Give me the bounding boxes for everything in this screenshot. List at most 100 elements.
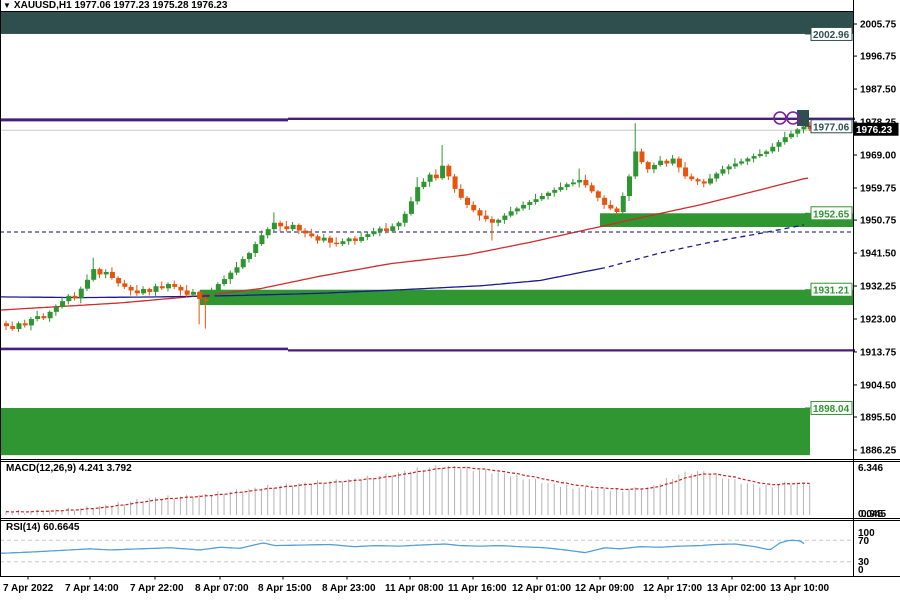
signal-circle-marker[interactable] xyxy=(773,111,787,125)
price-label-text: 2002.96 xyxy=(813,30,850,41)
candle-body xyxy=(147,289,153,292)
date-label: 12 Apr 01:00 xyxy=(512,583,572,594)
candle-body xyxy=(209,292,215,302)
candle-body xyxy=(788,133,794,138)
candle-body xyxy=(128,286,134,291)
candle-body xyxy=(408,201,414,214)
demand-zone-1898 xyxy=(0,407,810,456)
macd-scale-label: 0.045 xyxy=(858,509,883,520)
candle-body xyxy=(290,224,296,230)
rsi-scale-label: 30 xyxy=(858,557,870,568)
date-label: 7 Apr 2022 xyxy=(3,583,54,594)
candle-body xyxy=(664,160,670,164)
candle-body xyxy=(757,153,763,157)
price-axis: 2005.751996.751987.501978.251969.001959.… xyxy=(853,20,897,456)
candle-body xyxy=(222,279,228,285)
candle-body xyxy=(670,158,676,164)
macd-histogram xyxy=(5,465,811,515)
candle-body xyxy=(608,204,614,209)
candle-body xyxy=(570,182,576,185)
date-label: 7 Apr 22:00 xyxy=(130,583,184,594)
candle-body xyxy=(546,192,552,197)
candle-body xyxy=(595,191,601,198)
candle-body xyxy=(639,151,645,163)
candle-body xyxy=(695,179,701,182)
candle-body xyxy=(91,269,97,280)
candle-body xyxy=(377,228,383,232)
candle-body xyxy=(720,169,726,174)
candle-body xyxy=(41,316,47,319)
price-tick-label: 1923.00 xyxy=(860,314,897,325)
candle-body xyxy=(421,181,427,188)
candle-body xyxy=(514,208,520,212)
price-label-box xyxy=(810,119,853,134)
symbol-dropdown-icon[interactable]: ▼ xyxy=(3,1,11,10)
candle-body xyxy=(452,176,458,189)
candle-body xyxy=(365,234,371,237)
candle-body xyxy=(271,222,277,230)
candle-body xyxy=(496,219,502,223)
ma-red-line xyxy=(0,177,809,311)
candle-body xyxy=(259,235,265,245)
candle-body xyxy=(172,284,178,287)
price-tick-label: 1886.25 xyxy=(860,445,897,456)
price-tick-label: 1904.50 xyxy=(860,380,897,391)
price-label-text: 1977.06 xyxy=(813,122,850,133)
date-label: 7 Apr 14:00 xyxy=(65,583,119,594)
candle-body xyxy=(751,156,757,159)
candle-body xyxy=(533,199,539,203)
candle-body xyxy=(72,295,78,299)
selected-object-marker[interactable] xyxy=(797,110,809,126)
macd-scale-label: 0.945 xyxy=(861,509,886,520)
candle-body xyxy=(327,237,333,243)
candle-body xyxy=(190,291,196,295)
candle-body xyxy=(296,224,302,231)
price-tick-label: 1895.50 xyxy=(860,413,897,424)
candle-body xyxy=(116,277,122,284)
candle-body xyxy=(807,126,813,130)
candle-body xyxy=(228,272,234,280)
candle-body xyxy=(47,311,53,319)
candle-body xyxy=(10,326,16,329)
time-axis[interactable]: 7 Apr 2022 7 Apr 14:00 7 Apr 22:00 8 Apr 07… xyxy=(3,576,830,595)
macd-scale-label: 6.346 xyxy=(858,463,883,474)
candle-body xyxy=(396,222,402,227)
price-label-text: 1952.65 xyxy=(813,209,850,220)
candle-body xyxy=(84,279,90,289)
candle-body xyxy=(620,196,626,213)
signal-circle-marker[interactable] xyxy=(786,111,800,125)
candle-body xyxy=(103,271,109,275)
date-label: 12 Apr 09:00 xyxy=(575,583,635,594)
candle-body xyxy=(440,165,446,179)
candle-body xyxy=(701,181,707,184)
candle-body xyxy=(795,129,801,134)
candle-body xyxy=(645,162,651,170)
candle-body xyxy=(215,284,221,293)
price-tick-label: 1987.50 xyxy=(860,85,897,96)
candle-body xyxy=(246,253,252,260)
rsi-scale-label: 0 xyxy=(858,565,864,576)
candle-body xyxy=(16,323,22,329)
candle-body xyxy=(521,204,527,209)
candle-body xyxy=(234,267,240,273)
date-label: 11 Apr 16:00 xyxy=(448,583,507,594)
candle-body xyxy=(552,189,558,193)
candle-body xyxy=(153,286,159,292)
candle-body xyxy=(109,271,115,278)
candle-body xyxy=(159,286,165,289)
candle-body xyxy=(184,290,190,295)
price-label-box xyxy=(810,400,853,415)
candle-body xyxy=(614,208,620,213)
candle-body xyxy=(78,288,84,299)
candle-body xyxy=(714,173,720,179)
date-label: 8 Apr 07:00 xyxy=(195,583,249,594)
candle-body xyxy=(371,231,377,235)
rsi-scale-label: 100 xyxy=(858,528,875,539)
candle-body xyxy=(782,137,788,143)
rsi-line xyxy=(0,539,805,554)
candle-body xyxy=(739,161,745,164)
candle-body xyxy=(35,316,41,319)
candle-body xyxy=(676,158,682,168)
